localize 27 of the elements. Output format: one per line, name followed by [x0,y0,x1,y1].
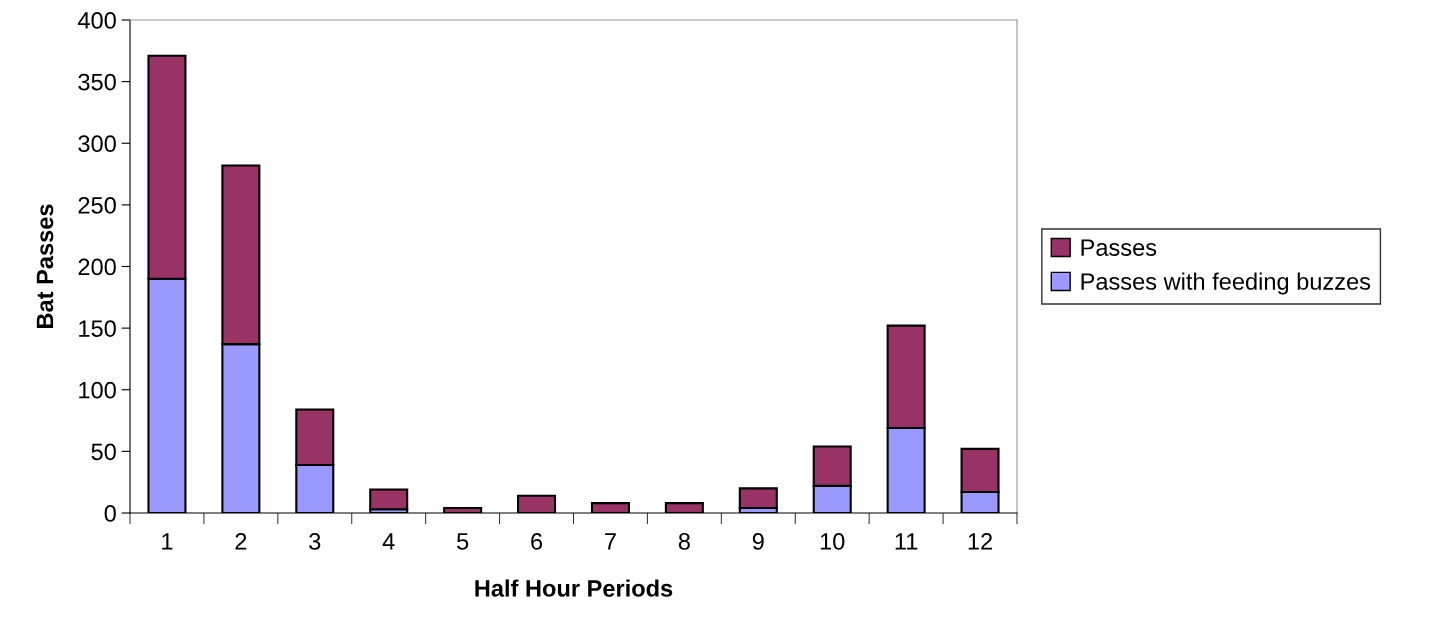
x-tick-label: 3 [309,533,321,550]
x-tick-label: 8 [678,533,690,550]
x-tick-label: 5 [457,533,469,550]
bar [369,488,409,511]
x-tick-label: 12 [968,533,992,550]
y-tick-label: 0 [104,505,116,522]
x-tick-label: 7 [605,533,616,550]
y-tick-label: 200 [78,258,116,276]
y-tick-label: 250 [78,196,116,214]
legend-label: Passes [1081,239,1157,256]
x-tick-label: 4 [382,533,395,550]
y-tick-label: 400 [77,12,116,29]
x-tick-label: 9 [752,533,764,550]
x-tick-label: 6 [531,533,543,550]
x-tick-label: 1 [162,533,173,550]
bar [738,487,778,510]
y-tick-label: 300 [78,135,116,153]
x-axis-title: Half Hour Periods [475,579,673,597]
y-tick-label: 150 [79,320,116,337]
y-tick-label: 50 [91,443,116,461]
y-tick-label: 100 [79,381,116,399]
y-tick-label: 350 [78,73,116,91]
x-tick-label: 2 [235,533,247,550]
y-axis-title: Bat Passes [36,204,54,328]
x-tick-label: 10 [820,533,845,550]
x-tick-label: 11 [895,533,918,550]
legend-label: Passes with feeding buzzes [1081,272,1371,295]
